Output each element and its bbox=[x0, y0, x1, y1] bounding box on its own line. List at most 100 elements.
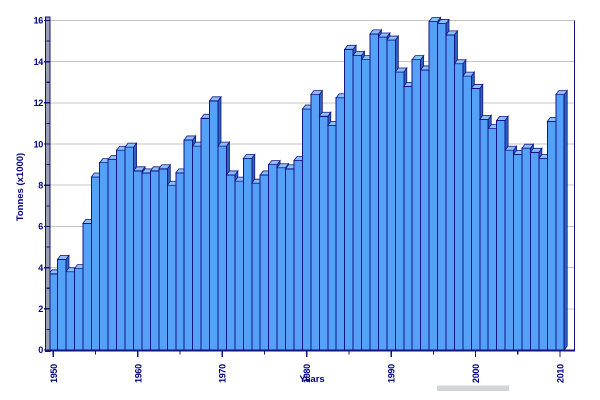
bar-rect bbox=[513, 153, 523, 351]
bar-rect bbox=[496, 119, 506, 351]
bar-cap bbox=[470, 84, 484, 89]
tick-labels: 0 2 4 6 8 10 12 14 16 1950 1960 1970 1980 1990 2000 201… bbox=[34, 16, 566, 383]
bar-cap bbox=[267, 160, 281, 166]
y-tick-label-2: 2 bbox=[38, 304, 43, 314]
y-tick-label-12: 12 bbox=[34, 98, 44, 108]
bar-cap bbox=[158, 164, 172, 170]
bar-rect bbox=[420, 69, 430, 351]
bar-rect bbox=[183, 139, 194, 351]
bars bbox=[48, 16, 569, 352]
bar-rect bbox=[369, 33, 379, 351]
bar-cap bbox=[124, 142, 138, 148]
bar-rect bbox=[293, 160, 303, 351]
bar-cap bbox=[310, 90, 324, 96]
bar-rect bbox=[285, 168, 295, 351]
bar-rect bbox=[276, 167, 287, 351]
bar-cap bbox=[225, 170, 239, 176]
y-tick-label-14: 14 bbox=[34, 57, 44, 67]
bar-cap bbox=[208, 96, 222, 102]
bar-rect bbox=[242, 157, 253, 351]
bar-rect bbox=[521, 147, 531, 351]
bar-rect bbox=[65, 271, 75, 351]
bar-rect bbox=[73, 268, 84, 351]
bar-rect bbox=[428, 21, 439, 351]
bar-rect bbox=[453, 63, 464, 351]
bar-cap bbox=[318, 111, 332, 117]
bar-rect bbox=[555, 94, 565, 351]
x-tick-label-1990: 1990 bbox=[387, 364, 397, 383]
bar-cap bbox=[529, 147, 543, 153]
bar-cap bbox=[352, 51, 366, 56]
bar-rect bbox=[107, 159, 118, 351]
bar-rect bbox=[141, 172, 151, 351]
bar-rect bbox=[158, 168, 168, 351]
bar-rect bbox=[209, 100, 219, 351]
bar-rect bbox=[192, 145, 202, 351]
bar-rect bbox=[462, 75, 472, 351]
y-tick-label-16: 16 bbox=[34, 16, 44, 26]
bar-cap bbox=[183, 135, 197, 141]
bar-cap bbox=[242, 154, 256, 159]
bar-rect bbox=[445, 34, 455, 351]
bar-rect bbox=[386, 39, 396, 351]
bar-rect bbox=[251, 182, 261, 351]
bar-rect bbox=[166, 184, 177, 351]
bar-rect bbox=[225, 174, 236, 351]
y-tick-label-4: 4 bbox=[38, 263, 43, 273]
bar-rect bbox=[403, 85, 413, 351]
bar-cap bbox=[411, 55, 425, 61]
bar-rect bbox=[268, 164, 278, 351]
bar-cap bbox=[394, 67, 408, 73]
x-tick-label-2000: 2000 bbox=[471, 364, 481, 383]
bar-cap bbox=[504, 145, 518, 151]
bar-rect bbox=[335, 97, 346, 351]
bar-rect bbox=[352, 55, 363, 351]
axes-frame bbox=[45, 16, 575, 352]
bar-cap bbox=[521, 143, 535, 149]
x-tick-label-1950: 1950 bbox=[49, 364, 59, 383]
bar-rect bbox=[301, 108, 312, 351]
x-axis-line bbox=[45, 349, 575, 352]
bar-cap bbox=[343, 44, 357, 50]
footer-strip bbox=[437, 385, 509, 391]
bar-rect bbox=[217, 145, 227, 351]
x-tick-label-1970: 1970 bbox=[218, 364, 228, 383]
bar-rect bbox=[529, 151, 540, 351]
x-tick-label-1960: 1960 bbox=[133, 364, 143, 383]
bar-rect bbox=[411, 59, 422, 351]
bar-cap bbox=[276, 163, 290, 169]
bar-rect bbox=[82, 222, 92, 351]
bar-cap bbox=[462, 71, 476, 77]
bar-rect bbox=[200, 117, 211, 351]
bar-rect bbox=[479, 118, 489, 351]
bar-rect bbox=[361, 59, 371, 351]
y-tick-label-8: 8 bbox=[38, 180, 43, 190]
y-axis-wall bbox=[45, 16, 51, 352]
bar-rect bbox=[538, 157, 548, 351]
bar-rect bbox=[124, 146, 135, 351]
bar-cap bbox=[217, 141, 231, 147]
bar-rect bbox=[318, 115, 329, 351]
bar-cap bbox=[495, 115, 509, 121]
bar-rect bbox=[57, 258, 67, 351]
y-tick-label-10: 10 bbox=[34, 139, 44, 149]
bar-rect bbox=[394, 71, 405, 351]
bar-rect bbox=[133, 170, 143, 351]
tick-marks bbox=[44, 19, 561, 357]
bar-rect bbox=[90, 176, 101, 351]
bar-rect bbox=[437, 23, 447, 351]
y-axis-title: Tonnes (x1000) bbox=[15, 153, 26, 221]
bar-cap bbox=[453, 59, 467, 65]
x-tick-label-1980: 1980 bbox=[302, 364, 312, 383]
bar-rect bbox=[116, 149, 126, 351]
bar-rect bbox=[504, 149, 515, 351]
bar-cap bbox=[436, 19, 450, 24]
x-tick-label-2010: 2010 bbox=[556, 364, 566, 383]
bar-rect bbox=[377, 36, 388, 351]
bar-rect bbox=[99, 162, 109, 351]
bar-cap bbox=[428, 17, 442, 22]
bar-cap bbox=[554, 90, 569, 96]
bar-cap bbox=[369, 29, 383, 35]
